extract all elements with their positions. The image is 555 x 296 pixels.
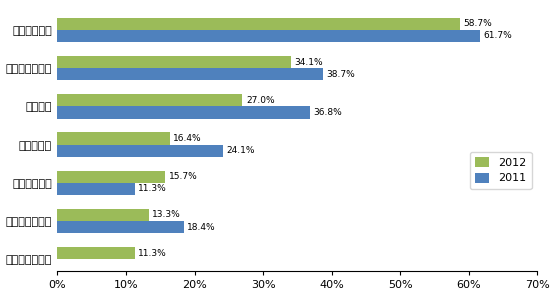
Text: 38.7%: 38.7%	[326, 70, 355, 79]
Text: 18.4%: 18.4%	[187, 223, 215, 232]
Text: 11.3%: 11.3%	[138, 249, 167, 258]
Bar	[58, 170, 165, 183]
Text: 34.1%: 34.1%	[295, 57, 323, 67]
Bar	[58, 209, 149, 221]
Bar	[58, 94, 243, 106]
Text: 13.3%: 13.3%	[152, 210, 181, 219]
Legend: 2012, 2011: 2012, 2011	[470, 152, 532, 189]
Bar	[58, 132, 170, 145]
Bar	[58, 247, 135, 259]
Text: 24.1%: 24.1%	[226, 146, 255, 155]
Text: 11.3%: 11.3%	[138, 184, 167, 194]
Bar	[58, 56, 291, 68]
Bar	[58, 30, 480, 42]
Text: 61.7%: 61.7%	[483, 31, 512, 41]
Bar	[58, 18, 460, 30]
Bar	[58, 68, 322, 80]
Text: 16.4%: 16.4%	[173, 134, 202, 143]
Text: 15.7%: 15.7%	[169, 172, 197, 181]
Bar	[58, 221, 184, 233]
Text: 58.7%: 58.7%	[463, 19, 492, 28]
Bar	[58, 106, 310, 119]
Bar	[58, 145, 223, 157]
Text: 27.0%: 27.0%	[246, 96, 275, 105]
Text: 36.8%: 36.8%	[313, 108, 342, 117]
Bar	[58, 183, 135, 195]
